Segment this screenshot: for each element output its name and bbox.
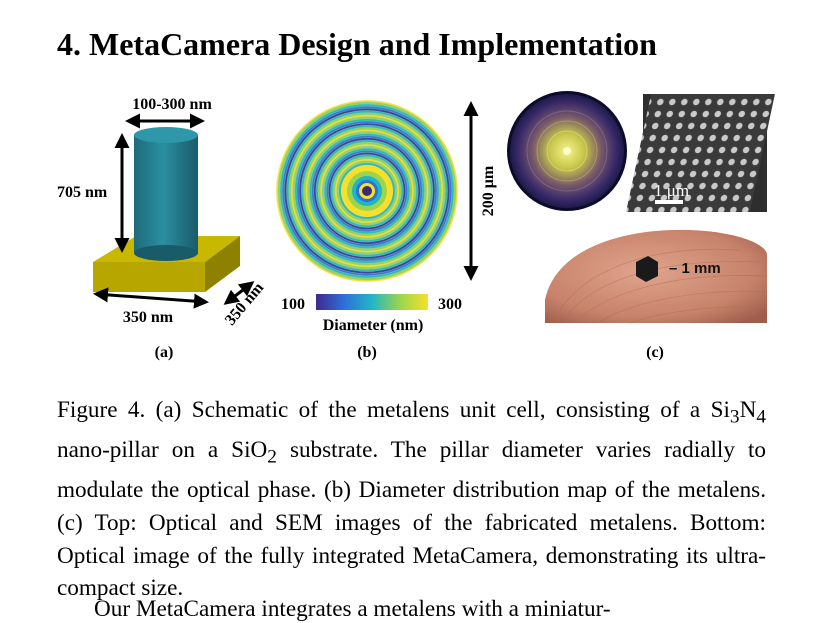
height-label: 705 nm xyxy=(57,184,108,201)
body-paragraph-start: Our MetaCamera integrates a metalens wit… xyxy=(94,596,611,622)
base-y-arrow xyxy=(223,281,255,305)
panel-a-letter: (a) xyxy=(155,344,174,361)
caption-si: Si xyxy=(710,397,730,423)
lens-center-dot xyxy=(362,186,372,196)
metacamera-device xyxy=(636,256,658,282)
caption-n-sub: 4 xyxy=(756,406,767,428)
panel-a-unit-cell: 100-300 nm 705 nm 350 nm 350 nm (a) xyxy=(57,96,268,361)
figure-caption: Figure 4. (a) Schematic of the metalens … xyxy=(57,394,766,605)
colorbar xyxy=(316,294,428,310)
caption-part3: substrate. The pillar diameter varies ra… xyxy=(57,437,766,602)
fingertip-photo: – 1 mm xyxy=(545,220,768,324)
optical-lens-image xyxy=(507,91,627,211)
width-label: 100-300 nm xyxy=(132,96,212,113)
caption-part2: nano-pillar on a SiO xyxy=(57,437,268,464)
sem-scale-label: 1 μm xyxy=(654,181,689,200)
base-y-label: 350 nm xyxy=(222,279,268,329)
substrate-block-front xyxy=(93,262,205,292)
nano-pillar-top xyxy=(134,127,198,143)
substrate-block-side xyxy=(205,236,240,292)
panel-b-diameter-map: 200 μm 100 300 Diameter (nm) (b) xyxy=(276,100,497,361)
size-label: 200 μm xyxy=(480,165,497,216)
section-title: 4. MetaCamera Design and Implementation xyxy=(57,26,657,62)
caption-si-sub: 3 xyxy=(729,406,740,428)
caption-lead: Figure 4. xyxy=(57,397,146,423)
nano-pillar-bottom xyxy=(134,245,198,261)
colorbar-title: Diameter (nm) xyxy=(323,317,424,334)
caption-part1: (a) Schematic of the metalens unit cell,… xyxy=(155,397,701,423)
colorbar-min: 100 xyxy=(281,296,305,313)
panel-b-letter: (b) xyxy=(357,344,377,361)
caption-o-sub: 2 xyxy=(267,446,277,468)
sem-image: 1 μm xyxy=(625,94,776,212)
caption-n: N xyxy=(739,397,757,423)
colorbar-max: 300 xyxy=(438,296,462,313)
panel-c-images: 1 μm – 1 mm (c) xyxy=(507,91,776,361)
base-x-arrow xyxy=(93,287,209,309)
size-annotation: – 1 mm xyxy=(669,260,721,277)
figure-4: 100-300 nm 705 nm 350 nm 350 nm (a) 200 … xyxy=(57,91,776,361)
nano-pillar-body xyxy=(134,135,198,253)
panel-c-letter: (c) xyxy=(646,344,664,361)
base-x-label: 350 nm xyxy=(123,309,174,326)
